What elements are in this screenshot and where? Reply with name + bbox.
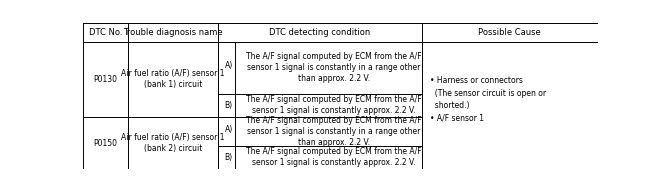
Text: P0130: P0130 [94, 75, 118, 84]
Text: The A/F signal computed by ECM from the A/F
sensor 1 signal is constantly approx: The A/F signal computed by ECM from the … [246, 95, 422, 116]
Text: DTC detecting condition: DTC detecting condition [270, 28, 371, 37]
Text: The A/F signal computed by ECM from the A/F
sensor 1 signal is constantly in a r: The A/F signal computed by ECM from the … [246, 52, 422, 83]
Text: Air fuel ratio (A/F) sensor 1
(bank 1) circuit: Air fuel ratio (A/F) sensor 1 (bank 1) c… [121, 69, 224, 89]
Text: A): A) [224, 125, 233, 134]
Text: The A/F signal computed by ECM from the A/F
sensor 1 signal is constantly in a r: The A/F signal computed by ECM from the … [246, 116, 422, 147]
Text: A): A) [224, 61, 233, 70]
Text: • Harness or connectors
  (The sensor circuit is open or
  shorted.)
• A/F senso: • Harness or connectors (The sensor circ… [430, 76, 546, 123]
Text: The A/F signal computed by ECM from the A/F
sensor 1 signal is constantly approx: The A/F signal computed by ECM from the … [246, 147, 422, 167]
Text: Possible Cause: Possible Cause [479, 28, 541, 37]
Text: P0150: P0150 [94, 139, 118, 148]
Text: B): B) [224, 153, 233, 162]
Text: DTC No.: DTC No. [88, 28, 122, 37]
Text: Air fuel ratio (A/F) sensor 1
(bank 2) circuit: Air fuel ratio (A/F) sensor 1 (bank 2) c… [121, 133, 224, 153]
Text: B): B) [224, 101, 233, 110]
Text: Trouble diagnosis name: Trouble diagnosis name [123, 28, 222, 37]
